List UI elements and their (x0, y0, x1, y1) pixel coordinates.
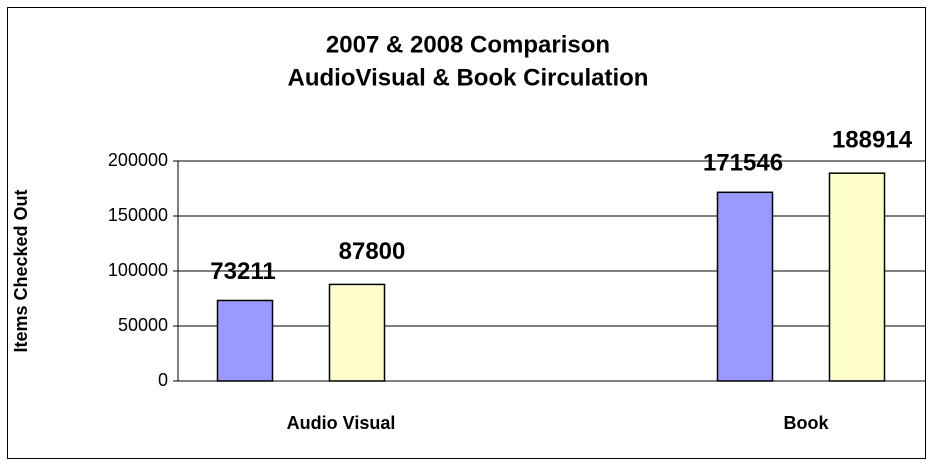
y-tick-label: 200000 (108, 150, 168, 170)
y-tick-label: 150000 (108, 205, 168, 225)
y-axis-label: Items Checked Out (11, 189, 31, 352)
bar (216, 299, 274, 382)
bar (328, 283, 386, 382)
x-tick-label: Book (784, 413, 830, 433)
x-tick-label: Audio Visual (287, 413, 396, 433)
chart-title: 2007 & 2008 Comparison (326, 31, 610, 58)
bar (828, 172, 886, 382)
y-tick-label: 100000 (108, 260, 168, 280)
data-label: 73211 (210, 258, 275, 285)
data-label: 87800 (339, 238, 406, 265)
y-tick-label: 0 (158, 370, 168, 390)
chart-title: AudioVisual & Book Circulation (288, 64, 649, 91)
y-tick-label: 50000 (118, 315, 168, 335)
data-label: 188914 (832, 127, 913, 154)
bar (716, 191, 774, 382)
data-label: 171546 (703, 150, 783, 177)
